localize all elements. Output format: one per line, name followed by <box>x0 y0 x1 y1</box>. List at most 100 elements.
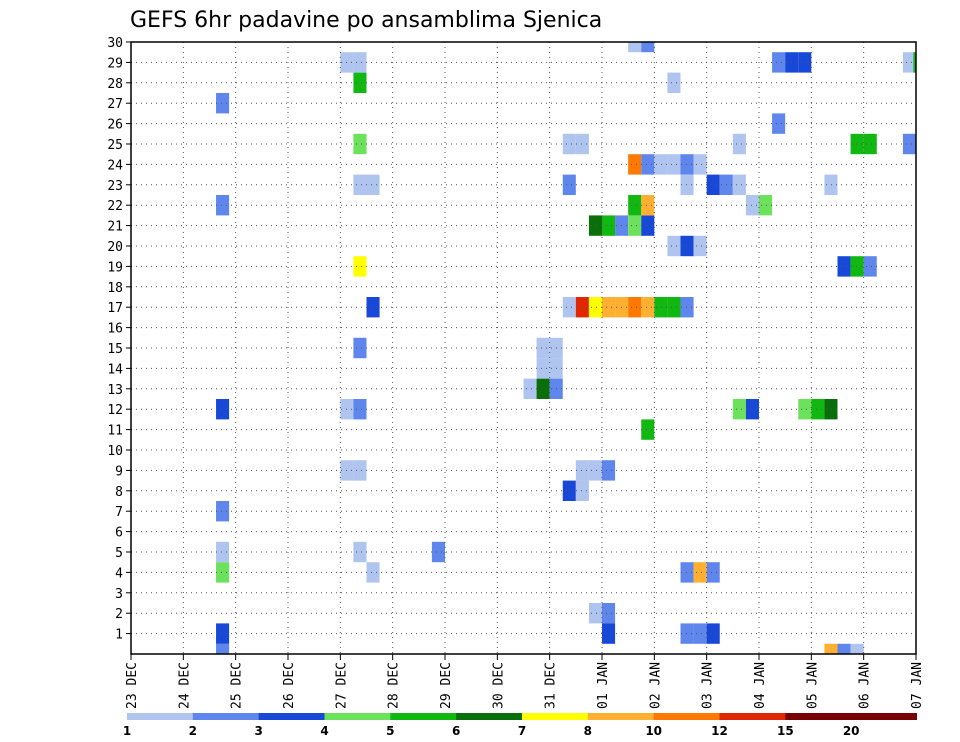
heatmap-cell <box>902 133 916 155</box>
heatmap-cell <box>602 460 616 481</box>
heatmap-cell <box>772 52 786 73</box>
heatmap-cell <box>706 562 720 583</box>
heatmap-cell <box>745 399 759 420</box>
heatmap-cell <box>353 256 367 277</box>
colorbar-swatch <box>324 713 391 720</box>
colorbar-swatch <box>522 713 589 720</box>
heatmap-cell <box>732 399 746 420</box>
x-tick-label: 25 DEC <box>230 662 245 709</box>
heatmap-cell <box>667 154 681 175</box>
heatmap-cell <box>850 133 864 155</box>
heatmap-cell <box>732 133 746 155</box>
chart-title: GEFS 6hr padavine po ansamblima Sjenica <box>130 8 602 33</box>
colorbar-label: 2 <box>189 724 197 738</box>
heatmap-cell <box>641 419 655 440</box>
heatmap-cell <box>798 52 812 73</box>
heatmap-cell <box>536 358 550 379</box>
heatmap-cell <box>850 643 864 654</box>
y-tick-label: 10 <box>107 444 123 459</box>
y-tick-label: 3 <box>115 587 123 602</box>
heatmap-cell <box>588 603 602 624</box>
heatmap-cell <box>575 133 589 155</box>
heatmap-cell <box>667 72 681 93</box>
heatmap-cell <box>353 337 367 359</box>
heatmap-cell <box>667 297 681 318</box>
heatmap-cell <box>654 154 668 175</box>
colorbar-swatch <box>785 713 852 720</box>
colorbar-label: 12 <box>711 724 728 738</box>
heatmap-cell <box>602 603 616 624</box>
y-tick-label: 30 <box>107 36 123 51</box>
heatmap-cell <box>693 623 707 644</box>
colorbar-swatch <box>653 713 720 720</box>
colorbar-swatch <box>127 713 194 720</box>
heatmap-cell <box>902 52 916 73</box>
heatmap-cell <box>588 215 602 236</box>
colorbar-label: 6 <box>452 724 460 738</box>
heatmap-cell <box>837 256 851 277</box>
heatmap-cell <box>431 541 445 563</box>
heatmap-cell <box>216 541 230 563</box>
colorbar-label: 15 <box>777 724 794 738</box>
colorbar-swatch <box>719 713 786 720</box>
heatmap-cell <box>850 256 864 277</box>
y-tick-label: 8 <box>115 485 123 500</box>
heatmap-cell <box>628 154 642 175</box>
heatmap-cell <box>602 623 616 644</box>
heatmap-cell <box>523 378 537 399</box>
heatmap-cell <box>575 297 589 318</box>
heatmap-cell <box>824 643 838 654</box>
x-axis: 23 DEC 24 DEC 25 DEC 26 DEC 27 DEC 28 DEC 29 D… <box>125 654 925 709</box>
colorbar-swatch <box>390 713 457 720</box>
heatmap-cell <box>588 297 602 318</box>
y-tick-label: 27 <box>107 97 123 112</box>
heatmap-cell <box>693 154 707 175</box>
heatmap-cell <box>366 174 380 195</box>
x-tick-label: 26 DEC <box>282 662 297 709</box>
y-tick-label: 25 <box>107 138 123 153</box>
heatmap-cell <box>628 195 642 216</box>
y-tick-label: 20 <box>107 240 123 255</box>
heatmap-cell <box>353 133 367 155</box>
colorbar-swatch <box>258 713 325 720</box>
heatmap-cell <box>562 297 576 318</box>
x-tick-label: 29 DEC <box>439 662 454 709</box>
y-tick-label: 28 <box>107 77 123 92</box>
heatmap-cell <box>824 399 838 420</box>
heatmap-cell <box>706 174 720 195</box>
x-tick-label: 28 DEC <box>387 662 402 709</box>
heatmap-cell <box>745 195 759 216</box>
colorbar-label: 3 <box>254 724 262 738</box>
colorbar-label: 1 <box>123 724 131 738</box>
y-tick-label: 17 <box>107 301 123 316</box>
heatmap-cell <box>628 42 642 53</box>
heatmap-cell <box>680 562 694 583</box>
heatmap-cell <box>366 562 380 583</box>
y-tick-label: 23 <box>107 179 123 194</box>
heatmap-cell <box>628 297 642 318</box>
y-tick-label: 1 <box>115 628 123 643</box>
x-tick-label: 01 JAN <box>596 662 611 709</box>
heatmap-cell <box>913 52 916 73</box>
y-tick-label: 19 <box>107 260 123 275</box>
heatmap-cell <box>216 399 230 420</box>
heatmap-cell <box>602 215 616 236</box>
y-axis: 1234567891011121314151617181920212223242… <box>107 36 131 643</box>
heatmap-cell <box>562 174 576 195</box>
cells-layer <box>216 42 916 654</box>
colorbar-label: 4 <box>320 724 328 738</box>
x-tick-label: 02 JAN <box>648 662 663 709</box>
y-tick-label: 26 <box>107 118 123 133</box>
heatmap-cell <box>759 195 773 216</box>
y-tick-label: 15 <box>107 342 123 357</box>
x-tick-label: 07 JAN <box>910 662 925 709</box>
plot-frame <box>130 41 917 655</box>
heatmap-cell <box>216 501 230 522</box>
heatmap-cell <box>641 297 655 318</box>
grid-layer <box>131 41 916 654</box>
heatmap-cell <box>837 643 851 654</box>
heatmap-cell <box>824 174 838 195</box>
heatmap-cell <box>706 623 720 644</box>
heatmap-cell <box>811 399 825 420</box>
